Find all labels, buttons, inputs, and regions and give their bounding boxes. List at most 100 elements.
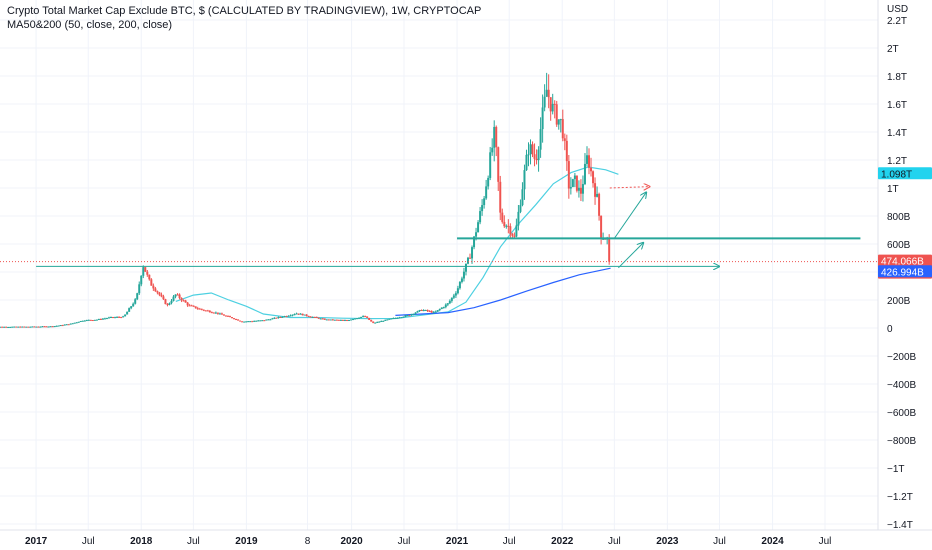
y-tick-label: −1T <box>887 464 905 475</box>
candle-body <box>594 183 597 197</box>
candle-body <box>598 193 601 216</box>
candle-body <box>198 308 201 310</box>
candle-body <box>545 89 548 97</box>
candle-body <box>17 326 20 328</box>
projection-arrow-dotted <box>609 187 650 188</box>
candle-body <box>91 320 94 322</box>
candle-body <box>124 314 127 317</box>
candle-body <box>473 236 476 248</box>
candle-body <box>208 310 211 313</box>
candle-body <box>228 316 231 318</box>
candle-body <box>551 103 554 112</box>
candle-body <box>45 326 48 328</box>
candle-body <box>67 324 70 326</box>
candle-body <box>333 319 336 321</box>
candle-body <box>307 315 310 317</box>
candle-body <box>277 317 280 319</box>
y-tick-label: −1.4T <box>887 520 913 531</box>
y-tick-label: −1.2T <box>887 492 913 503</box>
candle-body <box>188 305 191 307</box>
candle-body <box>577 187 580 191</box>
candle-body <box>462 271 465 279</box>
candle-body <box>543 96 546 108</box>
candle-body <box>116 316 119 318</box>
candle-body <box>471 247 474 259</box>
candle-body <box>585 155 588 164</box>
candle-body <box>331 319 334 321</box>
candle-body <box>27 326 30 328</box>
candle-body <box>75 322 78 324</box>
candle-body <box>194 306 197 309</box>
candle-body <box>569 186 572 189</box>
candle-body <box>561 119 564 139</box>
candle-body <box>247 321 250 323</box>
candle-body <box>567 161 570 189</box>
moving-averages <box>175 166 619 320</box>
candle-body <box>343 320 346 322</box>
candle-body <box>497 147 500 182</box>
candle-body <box>487 177 490 187</box>
candle-body <box>303 314 306 316</box>
candle-body <box>154 288 157 292</box>
candle-body <box>81 320 84 322</box>
candle-body <box>19 326 22 328</box>
candle-body <box>114 317 117 319</box>
candle-body <box>493 126 496 148</box>
candle-body <box>525 154 528 171</box>
candle-body <box>454 293 457 296</box>
candle-body <box>97 319 100 321</box>
candle-body <box>380 320 383 322</box>
candle-body <box>323 318 326 320</box>
candle-body <box>71 323 74 325</box>
candle-body <box>5 326 8 328</box>
candle-body <box>402 316 405 318</box>
candle-body <box>33 326 36 328</box>
candle-body <box>47 326 50 328</box>
candle-body <box>235 319 238 321</box>
candle-body <box>63 324 66 326</box>
candle-body <box>233 318 236 320</box>
candle-body <box>547 89 550 98</box>
candle-body <box>581 184 584 194</box>
x-tick-label: Jul <box>187 536 200 547</box>
candle-body <box>362 316 365 318</box>
candle-body <box>3 326 6 328</box>
candle-body <box>573 175 576 180</box>
candle-body <box>590 167 593 172</box>
annotations[interactable] <box>0 187 878 268</box>
candle-body <box>9 326 12 328</box>
candle-body <box>295 313 298 315</box>
candle-body <box>452 295 455 298</box>
candle-body <box>434 311 437 313</box>
candle-body <box>329 319 332 321</box>
candle-body <box>511 233 514 236</box>
candle-body <box>249 321 252 323</box>
candle-body <box>428 311 431 313</box>
candle-body <box>156 291 159 293</box>
candle-body <box>140 275 143 285</box>
y-tick-label: 1.6T <box>887 100 907 111</box>
candle-body <box>101 318 104 320</box>
candle-body <box>384 319 387 321</box>
candle-body <box>430 311 433 313</box>
candles <box>0 72 611 328</box>
candle-body <box>571 179 574 187</box>
candle-body <box>180 298 183 301</box>
candle-body <box>53 326 56 328</box>
candle-body <box>251 321 254 323</box>
candle-body <box>275 317 278 319</box>
candle-body <box>142 267 145 276</box>
candle-body <box>529 144 532 155</box>
candle-body <box>337 319 340 321</box>
candle-body <box>438 308 441 311</box>
candle-body <box>130 306 133 309</box>
candle-body <box>184 300 187 303</box>
candle-body <box>592 171 595 184</box>
candle-body <box>390 318 393 320</box>
candle-body <box>475 232 478 237</box>
candle-body <box>287 315 290 317</box>
candle-body <box>162 296 165 300</box>
x-tick-label: 2019 <box>235 536 258 547</box>
